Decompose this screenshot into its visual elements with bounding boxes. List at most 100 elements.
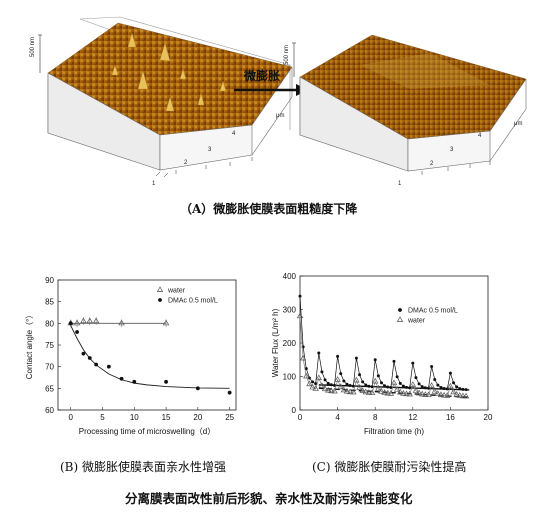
- chart-c-point-water: [397, 388, 404, 395]
- chart-c-point-dmac: [332, 383, 336, 387]
- chart-b-point-dmac: [227, 390, 232, 395]
- chart-c-point-dmac: [329, 383, 333, 387]
- chart-c-point-water: [353, 376, 360, 383]
- afm-left-x-tick-3: 3: [208, 147, 212, 153]
- chart-c-point-water: [384, 389, 391, 396]
- chart-c-point-dmac: [464, 388, 468, 392]
- chart-c-point-water: [318, 382, 326, 388]
- chart-c-point-water: [306, 380, 313, 387]
- chart-b-point-water: [92, 317, 100, 324]
- chart-b-legend-marker-dmac: [158, 298, 162, 302]
- chart-c-x-axis-label: Filtration time (h): [364, 427, 424, 436]
- chart-c-point-water: [359, 387, 366, 393]
- chart-c-point-water: [450, 388, 457, 395]
- chart-c-point-dmac: [339, 372, 343, 376]
- chart-b-x-tick-label: 5: [100, 413, 105, 422]
- chart-c-y-tick-label: 200: [283, 339, 297, 348]
- chart-c-point-dmac: [323, 378, 327, 382]
- chart-c-point-dmac: [392, 359, 396, 363]
- chart-c-point-dmac: [398, 381, 402, 385]
- chart-c-point-water: [422, 391, 429, 397]
- chart-b-x-tick-label: 25: [225, 413, 234, 422]
- chart-c-point-dmac: [336, 354, 340, 358]
- chart-c-y-axis-label: Water Flux (L/m² h): [271, 308, 280, 377]
- chart-c-point-water: [453, 391, 460, 397]
- chart-b-point-water: [73, 319, 81, 326]
- afm-right-surface: 500 nm 1 2 3 4 μm: [284, 34, 527, 187]
- chart-c-point-water: [365, 389, 373, 395]
- chart-c-point-water: [415, 389, 423, 396]
- chart-c-point-dmac: [414, 376, 418, 380]
- chart-c-point-dmac: [342, 379, 346, 383]
- chart-c-point-dmac: [417, 382, 421, 386]
- chart-c-point-water: [328, 387, 335, 394]
- chart-b-y-tick-label: 75: [45, 341, 54, 350]
- chart-c-point-dmac: [401, 384, 405, 388]
- chart-c-legend-marker-dmac: [398, 308, 402, 312]
- chart-c-baseline-2: [318, 387, 470, 398]
- chart-b-point-water: [118, 319, 125, 326]
- afm-left-unit: μm: [276, 113, 284, 119]
- afm-right-x-tick-3: 3: [450, 147, 454, 153]
- chart-c-point-water: [315, 374, 322, 381]
- chart-c-point-dmac: [433, 377, 437, 381]
- chart-c-point-dmac: [354, 356, 358, 360]
- chart-c-point-dmac: [448, 371, 452, 375]
- chart-c-point-dmac: [351, 384, 355, 388]
- chart-c-point-water: [400, 389, 407, 396]
- chart-c-point-dmac: [458, 387, 462, 391]
- chart-c-point-dmac: [389, 385, 393, 389]
- chart-b-point-dmac: [132, 379, 137, 384]
- chart-c-point-water: [412, 387, 420, 393]
- chart-b-x-tick-label: 10: [130, 413, 139, 422]
- chart-c-x-tick-label: 20: [484, 413, 493, 422]
- chart-c-point-dmac: [420, 385, 424, 389]
- chart-c-point-dmac: [317, 351, 321, 355]
- chart-c-point-water: [437, 391, 445, 398]
- chart-c-x-tick-label: 16: [446, 413, 455, 422]
- chart-b-contact-angle: 0 5 10 15 20 25 60 65 70 75 80 85 90 Processing time …: [25, 276, 237, 436]
- chart-c-point-water: [334, 376, 341, 382]
- chart-c-point-water: [447, 382, 454, 389]
- chart-b-point-dmac: [195, 386, 200, 391]
- chart-c-point-dmac: [314, 382, 318, 386]
- chart-b-x-axis-label: Processing time of microswelling（d）: [79, 427, 216, 436]
- chart-b-point-water: [162, 319, 170, 326]
- chart-c-point-dmac: [452, 381, 456, 385]
- chart-b-point-dmac: [87, 356, 92, 360]
- chart-c-point-water: [459, 392, 467, 399]
- chart-c-point-water: [362, 388, 369, 395]
- chart-b-y-tick-label: 85: [45, 298, 54, 307]
- chart-c-x-tick-label: 12: [408, 413, 417, 422]
- chart-c-point-water: [444, 392, 451, 398]
- chart-c-point-water: [431, 387, 438, 394]
- chart-c-point-water: [434, 390, 442, 397]
- caption-a: （A）微膨胀使膜表面粗糙度下降: [180, 202, 358, 216]
- chart-b-y-tick-label: 65: [45, 384, 54, 393]
- afm-left-surface: 500 nm 1 2 3 4 μm: [30, 16, 293, 187]
- chart-c-point-water: [456, 392, 463, 398]
- chart-c-point-water: [296, 312, 304, 319]
- chart-c-point-water: [375, 384, 382, 391]
- chart-c-point-dmac: [361, 380, 365, 384]
- chart-c-point-dmac: [373, 358, 377, 362]
- chart-b-point-dmac: [94, 362, 99, 367]
- chart-c-y-tick-label: 300: [283, 306, 297, 315]
- chart-b-point-water: [86, 317, 93, 324]
- chart-c-point-dmac: [423, 386, 427, 390]
- chart-c-x-tick-label: 0: [298, 413, 303, 422]
- chart-c-point-water: [321, 385, 329, 392]
- chart-c-point-dmac: [298, 294, 302, 298]
- chart-c-point-dmac: [436, 383, 440, 387]
- chart-c-point-dmac: [364, 383, 368, 387]
- chart-c-point-dmac: [439, 385, 443, 389]
- afm-right-y-tick-1: 1: [398, 181, 402, 187]
- afm-right-x-tick-2: 2: [430, 161, 434, 167]
- chart-c-point-water: [393, 386, 401, 392]
- chart-c-point-dmac: [395, 375, 399, 379]
- chart-c-point-dmac: [304, 367, 308, 371]
- chart-c-point-dmac: [386, 385, 390, 389]
- chart-c-point-dmac: [348, 384, 352, 388]
- chart-c-point-dmac: [358, 373, 362, 377]
- chart-c-point-dmac: [379, 381, 383, 385]
